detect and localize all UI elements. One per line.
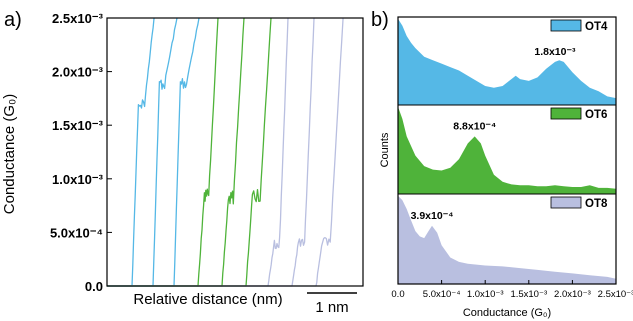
panel-a-y-tick-label: 1.0x10⁻³ bbox=[52, 172, 104, 187]
panel-b-x-tick-label: 2.5x10⁻³ bbox=[598, 289, 633, 300]
conductance-trace bbox=[107, 17, 289, 287]
panel-a-traces bbox=[107, 17, 344, 287]
panel-a-y-tick-label: 2.5x10⁻³ bbox=[52, 11, 104, 26]
scale-bar-label: 1 nm bbox=[315, 299, 348, 316]
panel-a-y-axis-title: Conductance (G₀) bbox=[1, 94, 18, 214]
panel-a-label: a) bbox=[4, 9, 22, 31]
panel-a-y-tick-label: 2.0x10⁻³ bbox=[52, 65, 104, 80]
legend-swatch bbox=[550, 19, 582, 32]
panel-a-y-tick-label: 5.0x10⁻⁴ bbox=[50, 225, 103, 240]
panel-a-frame bbox=[106, 17, 364, 287]
conductance-trace bbox=[107, 18, 344, 287]
panel-b-legends: OT4 OT6 OT8 bbox=[550, 19, 608, 210]
conductance-trace bbox=[107, 17, 315, 287]
panel-a-x-axis-title: Relative distance (nm) bbox=[133, 291, 282, 308]
panel-b-histograms bbox=[398, 18, 616, 284]
peak-label: 8.8x10⁻⁴ bbox=[453, 120, 496, 132]
panel-a-y-ticks: 0.0 5.0x10⁻⁴ 1.0x10⁻³ 1.5x10⁻³ 2.0x10⁻³ 2.5x1… bbox=[50, 11, 112, 294]
panel-b-y-axis-title: Counts bbox=[379, 132, 391, 167]
legend-label: OT4 bbox=[585, 21, 608, 33]
panel-a-y-tick-label: 0.0 bbox=[85, 279, 103, 294]
panel-b-x-axis-title: Conductance (G₀) bbox=[463, 307, 551, 319]
conductance-trace bbox=[107, 17, 272, 287]
peak-label: 1.8x10⁻³ bbox=[534, 46, 576, 58]
legend-label: OT8 bbox=[585, 198, 608, 210]
legend-label: OT6 bbox=[585, 109, 607, 121]
panel-b-x-tick-label: 1.0x10⁻³ bbox=[467, 289, 504, 300]
panel-b-x-tick-label: 0.0 bbox=[391, 289, 404, 300]
panel-b-frame bbox=[397, 16, 617, 285]
conductance-trace bbox=[107, 17, 219, 287]
panel-b-label: b) bbox=[371, 9, 389, 31]
histogram-area-ot8 bbox=[398, 195, 616, 284]
panel-b-x-tick-label: 5.0x10⁻⁴ bbox=[423, 289, 461, 300]
histogram-area-ot4 bbox=[398, 18, 616, 105]
legend-swatch bbox=[550, 196, 582, 209]
conductance-trace bbox=[107, 17, 155, 287]
panel-b-x-tick-label: 2.0x10⁻³ bbox=[554, 289, 591, 300]
peak-label: 3.9x10⁻⁴ bbox=[411, 210, 454, 222]
conductance-trace bbox=[107, 17, 245, 287]
conductance-trace bbox=[107, 17, 200, 287]
legend-swatch bbox=[550, 107, 582, 120]
panel-b-peak-labels: 1.8x10⁻³ 8.8x10⁻⁴ 3.9x10⁻⁴ bbox=[411, 46, 576, 222]
histogram-area-ot6 bbox=[398, 106, 616, 194]
conductance-trace bbox=[107, 17, 178, 287]
panel-a-y-tick-label: 1.5x10⁻³ bbox=[52, 118, 104, 133]
panel-b-x-tick-label: 1.5x10⁻³ bbox=[510, 289, 547, 300]
